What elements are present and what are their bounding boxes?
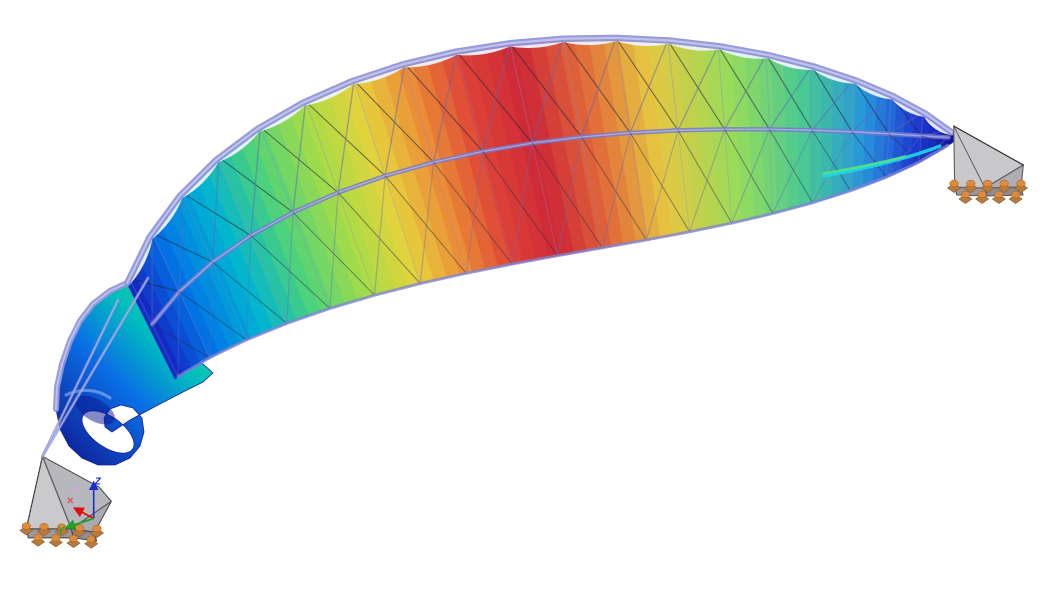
svg-text:×: × (67, 493, 74, 507)
svg-text:Z: Z (94, 476, 102, 487)
